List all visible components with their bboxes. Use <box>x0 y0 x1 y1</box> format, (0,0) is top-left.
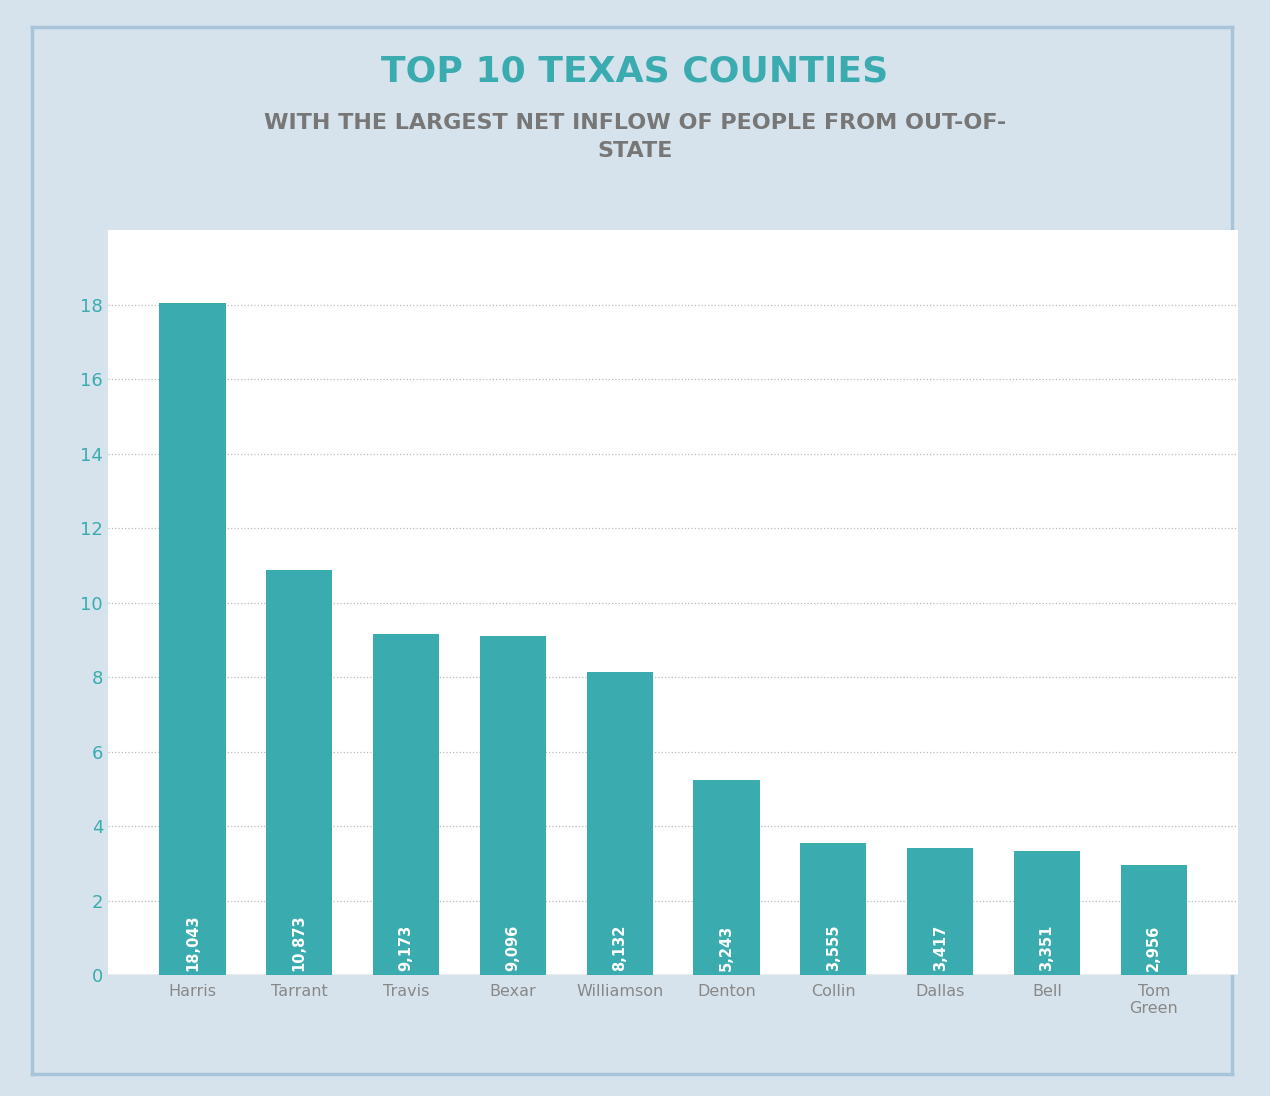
Bar <box>267 570 333 975</box>
Bar <box>693 780 759 975</box>
Bar <box>800 843 866 975</box>
Text: 2,956: 2,956 <box>1147 925 1161 971</box>
Text: 8,132: 8,132 <box>612 925 627 971</box>
Text: 3,351: 3,351 <box>1039 925 1054 971</box>
Bar <box>587 673 653 975</box>
Text: 18,043: 18,043 <box>185 914 199 971</box>
Text: 9,173: 9,173 <box>399 925 414 971</box>
Text: 10,873: 10,873 <box>292 914 307 971</box>
Bar <box>1120 865 1187 975</box>
Bar <box>373 633 439 975</box>
Bar <box>159 304 226 975</box>
Text: 5,243: 5,243 <box>719 925 734 971</box>
Bar <box>1013 850 1080 975</box>
Text: 9,096: 9,096 <box>505 925 521 971</box>
Text: WITH THE LARGEST NET INFLOW OF PEOPLE FROM OUT-OF-
STATE: WITH THE LARGEST NET INFLOW OF PEOPLE FR… <box>264 113 1006 161</box>
Text: 3,555: 3,555 <box>826 924 841 971</box>
Bar <box>480 637 546 975</box>
Text: TOP 10 TEXAS COUNTIES: TOP 10 TEXAS COUNTIES <box>381 54 889 89</box>
Bar <box>907 848 973 975</box>
Text: 3,417: 3,417 <box>932 925 947 971</box>
